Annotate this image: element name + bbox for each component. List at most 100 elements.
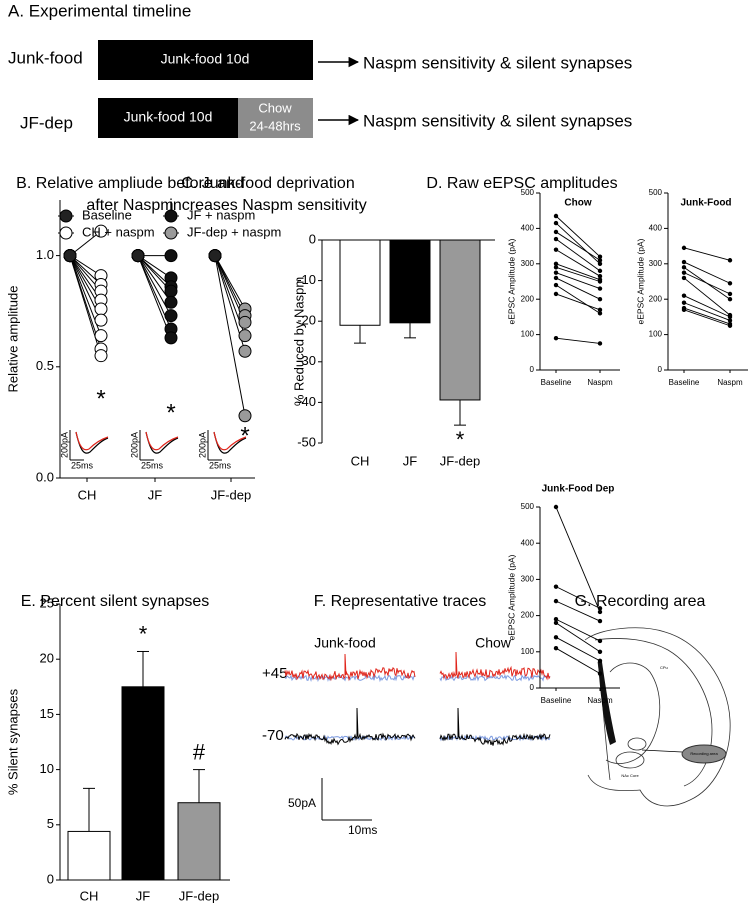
annotation: * <box>96 385 105 412</box>
bar <box>389 239 431 324</box>
x-tick-label: JF-dep <box>211 487 251 502</box>
point <box>597 341 603 346</box>
box-label: Junk-food 10d <box>124 109 213 125</box>
point <box>597 658 603 664</box>
x-tick-label: Naspm <box>587 378 613 387</box>
legend-label: JF-dep + naspm <box>187 224 281 239</box>
point <box>94 313 108 327</box>
inset-trace <box>75 431 109 451</box>
y-axis-label: eEPSC Amplitude (pA) <box>506 554 516 640</box>
scale-label: 200pA <box>59 432 69 458</box>
bar <box>177 802 221 881</box>
x-tick-label: CH <box>78 487 97 502</box>
pair-line <box>555 272 601 290</box>
point <box>94 224 108 238</box>
annotation: * <box>166 399 175 426</box>
point <box>727 281 733 286</box>
pair-line <box>555 231 601 261</box>
point <box>164 295 178 309</box>
pair-line <box>555 249 601 277</box>
pair-line <box>555 238 601 272</box>
point <box>553 617 559 622</box>
y-tick-label: 0 <box>47 871 54 886</box>
point <box>597 671 603 676</box>
column-label: Chow <box>475 635 512 651</box>
pair-line <box>137 255 172 288</box>
timeline-box <box>238 98 313 138</box>
point <box>553 620 559 626</box>
point <box>597 638 603 644</box>
pair-line <box>555 636 601 662</box>
point <box>597 307 603 313</box>
legend-label: CH + naspm <box>82 224 155 239</box>
chart-title: E. Percent silent synapses <box>21 593 210 610</box>
pair-line <box>214 255 246 416</box>
point <box>94 349 108 363</box>
pair-line <box>555 600 601 622</box>
scale-label: 200pA <box>197 432 207 458</box>
point <box>727 323 733 328</box>
point <box>164 331 178 345</box>
bar <box>67 830 111 881</box>
trace <box>284 674 416 683</box>
point <box>553 213 559 219</box>
scale-label: 25ms <box>209 460 232 470</box>
x-tick-label: Naspm <box>587 696 613 705</box>
point <box>597 618 603 624</box>
point <box>727 314 733 320</box>
point <box>94 302 108 316</box>
point <box>681 265 687 270</box>
pair-line <box>683 295 731 318</box>
point <box>553 598 559 604</box>
y-tick-label: 300 <box>521 575 535 584</box>
box-label: 24-48hrs <box>249 118 301 133</box>
point <box>597 261 603 266</box>
y-tick-label: -20 <box>297 313 316 328</box>
point <box>164 284 178 298</box>
point <box>131 249 145 263</box>
legend-label: Baseline <box>82 207 132 222</box>
x-tick-label: Baseline <box>541 378 572 387</box>
annotation: * <box>456 427 465 452</box>
y-axis-label: Relative amplitude <box>5 286 20 393</box>
y-tick-label: 500 <box>521 188 535 197</box>
y-tick-label: 100 <box>521 330 535 339</box>
pair-line <box>69 230 102 256</box>
x-tick-label: Baseline <box>669 378 700 387</box>
outcome: Naspm sensitivity & silent synapses <box>363 53 632 72</box>
y-tick-label: -40 <box>297 394 316 409</box>
scale-label: 25ms <box>71 460 94 470</box>
y-tick-label: 500 <box>649 188 663 197</box>
bar <box>121 686 165 881</box>
timeline-box <box>98 98 238 138</box>
point <box>597 279 603 284</box>
point <box>681 300 687 305</box>
point <box>597 311 603 316</box>
point <box>553 265 559 270</box>
pair-line <box>555 622 601 653</box>
y-tick-label: -50 <box>297 434 316 449</box>
trace <box>439 707 551 746</box>
x-tick-label: CH <box>80 888 99 903</box>
point <box>553 270 559 275</box>
pair-line <box>683 277 731 316</box>
x-tick-label: Baseline <box>541 696 572 705</box>
box-label: Chow <box>258 100 292 115</box>
pair-line <box>555 263 601 281</box>
pair-line <box>683 247 731 261</box>
y-tick-label: 400 <box>521 538 535 547</box>
y-tick-label: 0 <box>309 231 316 246</box>
point <box>238 329 252 343</box>
pair-line <box>555 222 601 265</box>
point <box>94 329 108 343</box>
point <box>597 268 603 274</box>
y-tick-label: 5 <box>47 816 54 831</box>
y-tick-label: 0 <box>658 365 663 374</box>
pair-line <box>683 307 731 325</box>
chart-title: Chow <box>564 198 591 209</box>
y-axis-label: eEPSC Amplitude (pA) <box>506 238 516 324</box>
x-tick-label: Naspm <box>717 378 743 387</box>
y-tick-label: 10 <box>40 761 54 776</box>
point <box>681 307 687 313</box>
